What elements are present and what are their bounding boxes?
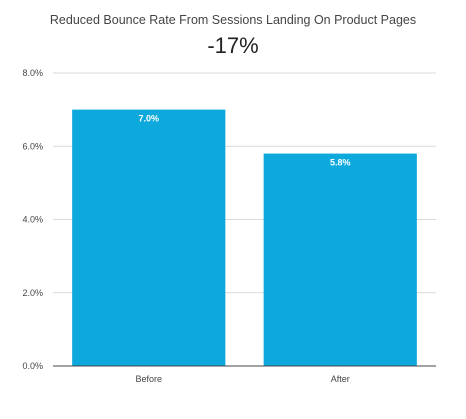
y-tick-label: 8.0% xyxy=(22,68,43,78)
labels: 0.0% 2.0% 4.0% 6.0% 8.0% 7.0% Before 5.8% After xyxy=(22,68,350,384)
y-tick-label: 0.0% xyxy=(22,361,43,371)
bar-data-label: 5.8% xyxy=(330,158,351,168)
bars xyxy=(72,109,417,366)
bar-data-label: 7.0% xyxy=(138,114,159,124)
x-tick-label: After xyxy=(331,374,350,384)
bar xyxy=(263,153,417,366)
y-tick-label: 6.0% xyxy=(22,141,43,151)
y-tick-label: 2.0% xyxy=(22,288,43,298)
y-tick-label: 4.0% xyxy=(22,215,43,225)
x-tick-label: Before xyxy=(135,374,162,384)
bar xyxy=(72,109,226,366)
chart-subtitle: -17% xyxy=(207,33,259,58)
chart-title: Reduced Bounce Rate From Sessions Landin… xyxy=(49,13,417,27)
